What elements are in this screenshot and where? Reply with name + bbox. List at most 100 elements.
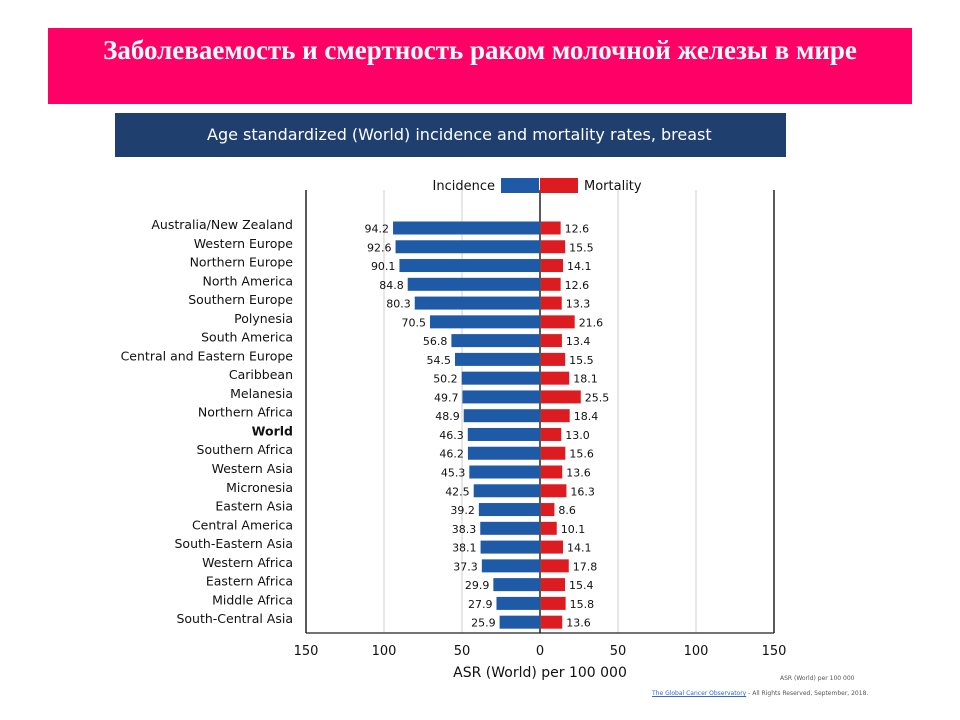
mortality-bar [541,296,562,310]
incidence-bar [481,559,540,573]
incidence-value-label: 94.2 [365,223,390,236]
incidence-value-label: 80.3 [386,298,411,311]
mortality-value-label: 14.1 [567,542,592,555]
category-label: Western Asia [212,461,293,476]
incidence-bar [480,540,540,554]
slide-title-text: Заболеваемость и смертность раком молочн… [103,35,857,65]
category-label: Central America [192,517,293,532]
incidence-value-label: 92.6 [367,241,392,254]
category-label: South America [201,330,293,345]
mortality-bar [541,371,570,385]
category-label: Southern Europe [188,292,293,307]
incidence-value-label: 84.8 [379,279,404,292]
x-tick-label: 150 [762,644,787,659]
mortality-bar [541,540,563,554]
mortality-bar [541,277,561,291]
chart-banner: Age standardized (World) incidence and m… [115,113,786,157]
incidence-bar [478,503,540,517]
x-tick-label: 100 [684,644,709,659]
mortality-value-label: 10.1 [561,523,586,536]
bars-layer [393,221,581,629]
mortality-bar [541,446,566,460]
mortality-bar [541,259,563,273]
mortality-bar [541,578,566,592]
mortality-bar [541,334,562,348]
asr-footnote-text: ASR (World) per 100 000 [780,675,855,682]
x-tick-label: 50 [610,644,627,659]
incidence-value-label: 49.7 [434,391,459,404]
legend-label-mortality: Mortality [584,179,642,194]
mortality-bar [541,596,566,610]
incidence-bar [473,484,540,498]
source-footnote: The Global Cancer Observatory - All Righ… [652,690,868,697]
incidence-value-label: 54.5 [426,354,451,367]
labels-layer: 94.2 12.6 Australia/New Zealand 92.6 15.5 Wes… [121,217,610,630]
incidence-value-label: 37.3 [453,560,478,573]
chart-banner-text: Age standardized (World) incidence and m… [207,125,712,144]
source-link[interactable]: The Global Cancer Observatory [652,690,747,697]
incidence-bar [414,296,540,310]
incidence-value-label: 39.2 [450,504,475,517]
mortality-value-label: 15.5 [569,354,594,367]
mortality-value-label: 18.1 [573,373,598,386]
mortality-value-label: 18.4 [574,410,599,423]
incidence-value-label: 56.8 [423,335,448,348]
mortality-value-label: 8.6 [558,504,576,517]
incidence-value-label: 46.2 [439,448,464,461]
mortality-value-label: 16.3 [570,485,595,498]
incidence-bar [496,596,540,610]
incidence-bar [451,334,540,348]
mortality-bar [541,615,563,629]
x-tick-label: 0 [536,644,544,659]
category-label: Northern Europe [190,255,294,270]
incidence-value-label: 38.1 [452,542,477,555]
mortality-bar [541,352,566,366]
incidence-bar [395,240,540,254]
mortality-value-label: 15.8 [570,598,595,611]
category-label: Southern Africa [197,442,293,457]
incidence-bar [467,446,540,460]
slide-title: Заболеваемость и смертность раком молочн… [48,28,912,104]
category-label: World [252,423,293,438]
mortality-value-label: 13.4 [566,335,591,348]
incidence-bar [462,390,540,404]
mortality-bar [541,221,561,235]
incidence-bar [499,615,540,629]
incidence-bar [407,277,540,291]
incidence-bar [467,427,540,441]
incidence-bar [454,352,540,366]
x-tick-label: 150 [294,644,319,659]
incidence-bar [480,521,540,535]
mortality-bar [541,315,575,329]
mortality-bar [541,484,567,498]
x-axis-label: ASR (World) per 100 000 [453,665,627,681]
category-label: Caribbean [229,367,293,382]
mortality-value-label: 15.4 [569,579,594,592]
incidence-value-label: 29.9 [465,579,490,592]
incidence-value-label: 45.3 [441,467,466,480]
category-label: Polynesia [234,311,293,326]
category-label: Middle Africa [212,592,293,607]
incidence-bar [493,578,540,592]
mortality-value-label: 13.0 [565,429,590,442]
mortality-value-label: 17.8 [573,560,598,573]
source-rest: - All Rights Reserved, September, 2018. [746,690,869,697]
incidence-value-label: 48.9 [435,410,460,423]
x-tick-label: 100 [372,644,397,659]
x-tick-label: 50 [454,644,471,659]
asr-footnote: ASR (World) per 100 000 [780,675,854,682]
incidence-value-label: 27.9 [468,598,493,611]
incidence-value-label: 42.5 [445,485,470,498]
incidence-value-label: 90.1 [371,260,396,273]
incidence-value-label: 38.3 [452,523,477,536]
mortality-bar [541,465,563,479]
category-label: Western Europe [194,236,294,251]
incidence-value-label: 46.3 [439,429,464,442]
category-label: Micronesia [226,480,293,495]
incidence-value-label: 70.5 [402,316,427,329]
category-label: Eastern Asia [215,499,293,514]
legend-label-incidence: Incidence [433,179,495,194]
mortality-bar [541,427,562,441]
incidence-bar [461,371,540,385]
incidence-bar [430,315,540,329]
